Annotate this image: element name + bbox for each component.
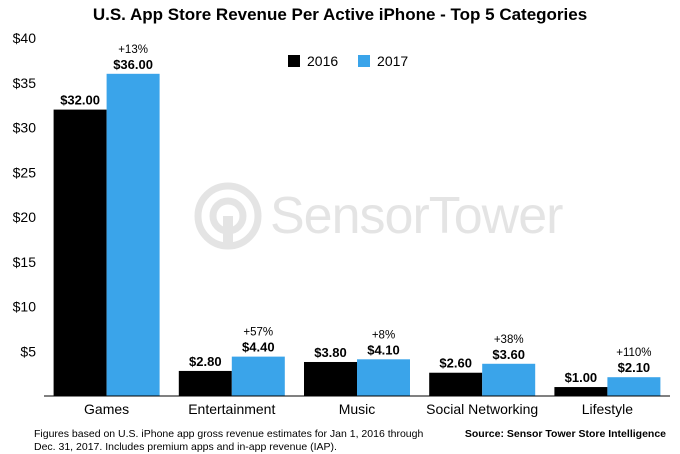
- bar-2017-3: [482, 363, 536, 396]
- sensortower-logo-icon: [194, 182, 262, 250]
- data-label-2016-3: $2.60: [439, 356, 472, 371]
- bar-2016-1: [178, 370, 232, 396]
- bar-2016-0: [53, 109, 107, 396]
- data-label-2016-4: $1.00: [565, 370, 598, 385]
- data-label-2016-0: $32.00: [60, 93, 100, 108]
- y-tick-label: $40: [13, 30, 37, 46]
- data-label-2017-4: $2.10: [618, 360, 651, 375]
- chart-title: U.S. App Store Revenue Per Active iPhone…: [92, 5, 588, 24]
- legend-item-2016: 2016: [288, 53, 338, 69]
- growth-label-4: +110%: [616, 347, 651, 359]
- source-note: Source: Sensor Tower Store Intelligence: [464, 428, 666, 440]
- legend-swatch-2016: [288, 55, 300, 67]
- data-label-2017-0: $36.00: [113, 57, 153, 72]
- x-tick-label: Entertainment: [188, 401, 275, 417]
- growth-label-1: +57%: [243, 327, 273, 339]
- watermark-text: SensorTower: [270, 187, 563, 245]
- bars-group: [53, 73, 661, 397]
- legend-label-2016: 2016: [307, 53, 339, 69]
- legend-item-2017: 2017: [358, 53, 408, 69]
- y-tick-label: $30: [13, 120, 37, 136]
- y-tick-label: $35: [13, 75, 37, 91]
- sensortower-watermark: SensorTower: [192, 178, 563, 258]
- x-axis: Games Entertainment Music Social Networking…: [44, 395, 670, 417]
- x-tick-label: Games: [84, 401, 129, 417]
- y-tick-label: $10: [13, 299, 37, 315]
- data-labels-group: $32.00 $36.00+13% $2.80 $4.40+57% $3.80 $4.10…: [60, 44, 651, 385]
- legend-label-2017: 2017: [377, 53, 409, 69]
- legend-swatch-2017: [358, 55, 371, 67]
- bar-2016-4: [554, 387, 608, 396]
- x-tick-label: Social Networking: [426, 401, 538, 417]
- legend: 2016 2017: [288, 53, 424, 69]
- growth-label-2: +8%: [372, 329, 395, 341]
- footnote: Figures based on U.S. iPhone app gross r…: [34, 428, 424, 453]
- data-label-2016-2: $3.80: [314, 345, 347, 360]
- x-tick-label: Music: [339, 401, 376, 417]
- bar-2017-2: [357, 359, 410, 396]
- y-axis: $5 $10 $15 $20 $25 $30 $35 $40: [13, 30, 37, 359]
- data-label-2017-2: $4.10: [367, 342, 400, 357]
- bar-2017-1: [231, 356, 285, 396]
- y-tick-label: $20: [13, 209, 37, 225]
- data-label-2017-3: $3.60: [492, 347, 525, 362]
- bar-2017-0: [106, 73, 160, 397]
- growth-label-0: +13%: [118, 44, 148, 56]
- y-tick-label: $5: [20, 343, 36, 359]
- y-tick-label: $25: [13, 164, 37, 180]
- bar-2016-2: [304, 361, 357, 396]
- x-tick-label: Lifestyle: [582, 401, 634, 417]
- growth-label-3: +38%: [494, 334, 524, 346]
- data-label-2017-1: $4.40: [242, 340, 275, 355]
- y-tick-label: $15: [13, 254, 37, 270]
- bar-2017-4: [607, 377, 661, 396]
- bar-2016-3: [429, 372, 483, 396]
- data-label-2016-1: $2.80: [189, 354, 222, 369]
